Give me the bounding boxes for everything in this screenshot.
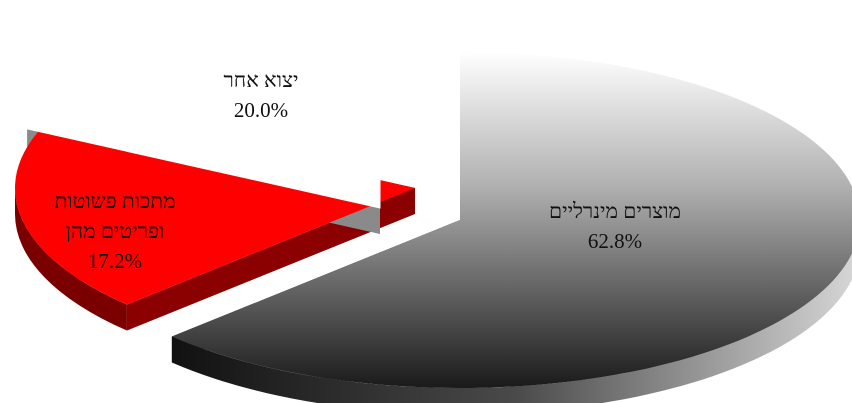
slice-label-other-exports-name: יצוא אחר — [223, 68, 299, 92]
slice-rim-mineral-products — [171, 253, 852, 403]
slice-rim-other-exports — [15, 188, 127, 331]
slice-mineral-products — [171, 52, 852, 388]
slice-base-metals — [25, 39, 381, 209]
pie-top-layer — [14, 39, 852, 388]
slice-label-base-metals-name-line2: ופריטים מהן — [65, 219, 165, 243]
slice-label-mineral-products-value: 62.8% — [587, 229, 643, 253]
slice-label-base-metals-name-line1: מתכות פשוטות — [54, 189, 176, 213]
slice-label-mineral-products: מוצרים מינרליים 62.8% — [530, 196, 700, 256]
slice-other-exports — [14, 108, 415, 305]
slice-label-other-exports: יצוא אחר 20.0% — [186, 65, 336, 125]
slice-label-other-exports-value: 20.0% — [233, 98, 289, 122]
slice-label-base-metals: מתכות פשוטות ופריטים מהן 17.2% — [20, 186, 210, 276]
slice-label-base-metals-value: 17.2% — [87, 249, 143, 273]
slice-label-mineral-products-name: מוצרים מינרליים — [548, 199, 682, 223]
